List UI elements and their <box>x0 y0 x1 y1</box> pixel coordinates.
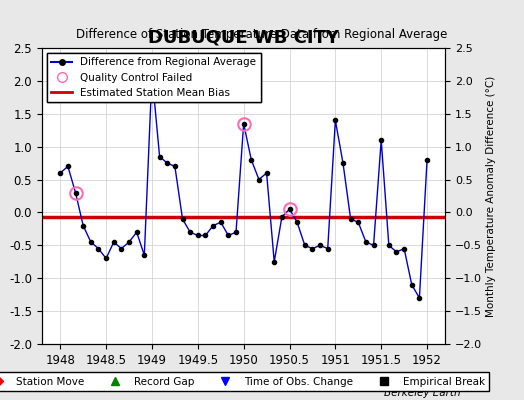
Text: Berkeley Earth: Berkeley Earth <box>385 388 461 398</box>
Y-axis label: Monthly Temperature Anomaly Difference (°C): Monthly Temperature Anomaly Difference (… <box>486 75 496 317</box>
Legend: Difference from Regional Average, Quality Control Failed, Estimated Station Mean: Difference from Regional Average, Qualit… <box>47 53 260 102</box>
Text: Difference of Station Temperature Data from Regional Average: Difference of Station Temperature Data f… <box>77 28 447 41</box>
Title: DUBUQUE WB CITY: DUBUQUE WB CITY <box>148 28 339 46</box>
Legend: Station Move, Record Gap, Time of Obs. Change, Empirical Break: Station Move, Record Gap, Time of Obs. C… <box>0 372 489 391</box>
